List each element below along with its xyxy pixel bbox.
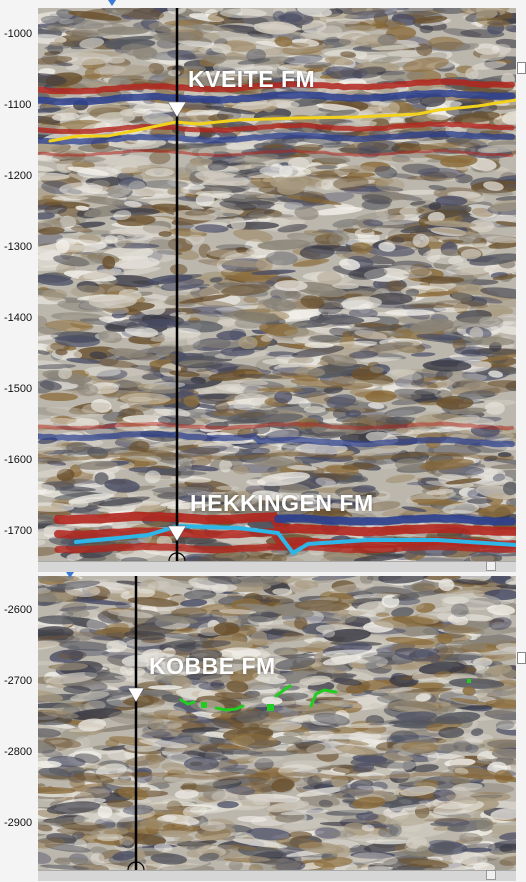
horizontal-scrollbar-bottom[interactable] [38,870,516,881]
depth-tick-label: -2900 [4,817,33,829]
depth-tick-label: -1700 [4,525,33,537]
depth-tick-label: -2600 [4,604,33,616]
seismic-section-bottom[interactable]: KOBBE FM [38,576,516,870]
scrollbar-right-end-bottom[interactable] [486,870,496,880]
depth-tick-label: -1600 [4,454,33,466]
scrollbar-right-end-top[interactable] [486,561,496,571]
top-position-marker [108,0,116,6]
hekkingen-fm-label: HEKKINGEN FM [190,490,374,516]
seismic-image-top [38,8,516,561]
horizontal-scrollbar-top[interactable] [38,561,516,572]
depth-tick-label: -1500 [4,383,33,395]
seismic-panel-top: -1000 -1100 -1200 -1300 -1400 -1500 -1600 -1700… [0,0,526,574]
depth-tick-label: -2800 [4,746,33,758]
right-side-tab[interactable] [517,62,526,74]
seismic-section-top[interactable]: KVEITE FM HEKKINGEN FM [38,8,516,561]
depth-tick-label: -1400 [4,312,33,324]
kobbe-fm-label: KOBBE FM [149,653,276,679]
bottom-position-marker [66,572,74,578]
depth-tick-label: -2700 [4,675,33,687]
seismic-image-bottom [38,576,516,870]
right-side-tab-bottom[interactable] [517,652,526,664]
depth-tick-label: -1000 [4,28,33,40]
depth-tick-label: -1300 [4,241,33,253]
seismic-panel-bottom: -2600 -2700 -2800 -2900 KOBBE FM [0,572,526,882]
depth-tick-label: -1100 [4,99,32,111]
depth-tick-label: -1200 [4,170,33,182]
kveite-fm-label: KVEITE FM [188,66,316,92]
